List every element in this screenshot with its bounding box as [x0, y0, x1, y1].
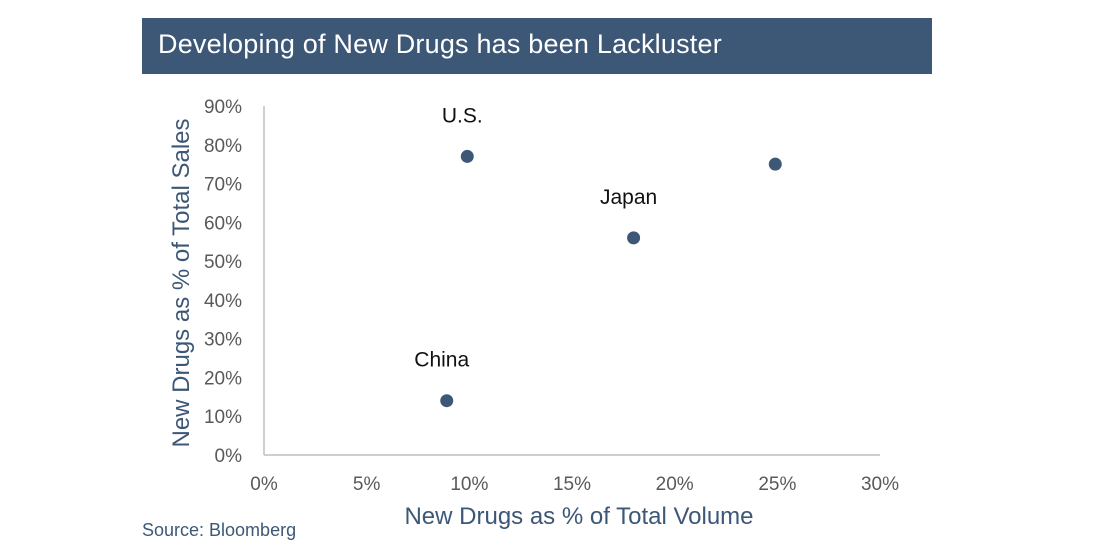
y-tick-label: 60%: [204, 213, 242, 234]
x-tick-label: 20%: [656, 474, 694, 495]
x-tick-label: 30%: [861, 474, 899, 495]
point-label: U.S.: [442, 104, 483, 127]
point-label: Japan: [600, 186, 657, 209]
y-tick-label: 40%: [204, 291, 242, 312]
y-tick-label: 20%: [204, 368, 242, 389]
scatter-point: [440, 394, 454, 408]
x-tick-label: 5%: [353, 474, 381, 495]
source-note: Source: Bloomberg: [142, 520, 297, 540]
y-tick-label: 10%: [204, 407, 242, 428]
y-tick-label: 80%: [204, 136, 242, 157]
scatter-point: [460, 149, 474, 163]
x-axis-title: New Drugs as % of Total Volume: [404, 503, 753, 530]
chart-title-bar: Developing of New Drugs has been Lacklus…: [142, 18, 932, 74]
scatter-point: [627, 231, 641, 245]
y-tick-label: 0%: [215, 446, 243, 467]
point-label: China: [414, 349, 469, 372]
chart-title: Developing of New Drugs has been Lacklus…: [158, 29, 722, 59]
y-tick-label: 50%: [204, 252, 242, 273]
x-tick-label: 0%: [250, 474, 278, 495]
x-tick-label: 15%: [553, 474, 591, 495]
y-axis-title: New Drugs as % of Total Sales: [168, 118, 195, 447]
x-tick-label: 25%: [758, 474, 796, 495]
y-tick-label: 90%: [204, 97, 242, 118]
x-tick-label: 10%: [450, 474, 488, 495]
y-tick-label: 30%: [204, 330, 242, 351]
y-tick-label: 70%: [204, 175, 242, 196]
scatter-point: [768, 157, 782, 171]
